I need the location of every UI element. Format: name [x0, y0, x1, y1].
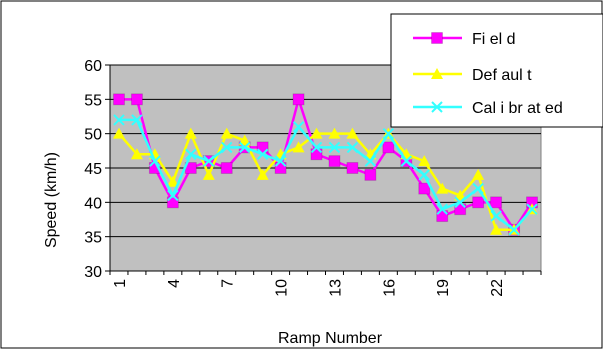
y-tick-label: 60 [84, 58, 102, 75]
legend-label: Def aul t [472, 67, 532, 84]
data-point [221, 141, 233, 154]
y-tick-label: 50 [84, 127, 102, 144]
x-tick-label: 4 [166, 279, 183, 288]
data-point [203, 155, 215, 167]
data-point [220, 162, 233, 174]
y-axis-label: Speed (km/h) [43, 152, 60, 248]
x-axis-ticks: 1 4 7 10 13 16 19 22 [109, 271, 542, 297]
data-point [382, 127, 395, 140]
data-point [238, 134, 251, 146]
legend-entry: Fi el d [413, 31, 516, 48]
data-point [418, 155, 431, 167]
data-point [490, 196, 503, 209]
data-point [418, 169, 430, 181]
series-line [118, 130, 533, 232]
data-point [185, 148, 197, 160]
series-2 [113, 114, 538, 236]
data-point [220, 127, 233, 139]
data-point [400, 155, 413, 167]
data-point [346, 127, 359, 139]
data-point [184, 127, 197, 139]
legend-entry: Cal i br at ed [413, 100, 563, 117]
data-point [112, 127, 125, 139]
data-point [292, 141, 305, 153]
legend-label: Cal i br at ed [472, 100, 563, 117]
data-point [256, 148, 269, 160]
data-point [166, 175, 179, 187]
data-point [113, 114, 125, 126]
data-point [167, 189, 179, 202]
data-point [328, 155, 341, 168]
data-point [364, 155, 377, 167]
data-point [490, 210, 502, 222]
data-point [256, 168, 269, 180]
data-point [436, 182, 449, 194]
legend-label: Fi el d [472, 31, 516, 48]
data-point [328, 141, 341, 154]
data-point [431, 101, 443, 113]
x-tick-label: 22 [489, 279, 506, 297]
data-point [292, 93, 305, 106]
data-point [202, 168, 215, 180]
x-tick-label: 10 [274, 279, 291, 297]
data-point [346, 141, 359, 154]
x-tick-label: 1 [112, 279, 129, 288]
x-tick-label: 19 [435, 279, 452, 297]
data-point [431, 68, 443, 79]
data-point [382, 141, 395, 154]
data-point [310, 127, 323, 139]
data-point [472, 168, 485, 180]
data-point [526, 203, 538, 215]
data-point [346, 162, 359, 174]
data-point [508, 224, 520, 236]
data-point [292, 121, 305, 133]
legend-entry: Def aul t [413, 67, 532, 84]
data-point [472, 182, 484, 195]
data-point [436, 203, 448, 215]
legend: Fi el d Def aul t Cal i br at ed [390, 13, 603, 128]
x-tick-label: 7 [220, 279, 237, 288]
data-point [274, 155, 287, 167]
data-point [149, 155, 161, 167]
data-point [454, 196, 466, 209]
y-tick-label: 35 [84, 230, 102, 247]
data-point [454, 189, 467, 201]
data-point [131, 114, 143, 126]
data-point [112, 93, 125, 106]
data-point [238, 141, 251, 154]
data-point [130, 93, 143, 106]
x-tick-label: 13 [327, 279, 344, 297]
data-point [310, 141, 323, 154]
x-tick-label: 16 [381, 279, 398, 297]
data-point [328, 127, 341, 139]
data-point [130, 148, 143, 160]
data-point [364, 168, 377, 181]
series-layer [112, 93, 539, 236]
x-axis-label: Ramp Number [278, 330, 383, 347]
y-tick-label: 30 [84, 264, 102, 281]
data-point [418, 182, 431, 195]
y-tick-label: 55 [84, 92, 102, 109]
y-tick-label: 40 [84, 195, 102, 212]
data-point [490, 223, 503, 235]
y-tick-label: 45 [84, 161, 102, 178]
data-point [431, 32, 443, 44]
data-point [472, 196, 485, 209]
